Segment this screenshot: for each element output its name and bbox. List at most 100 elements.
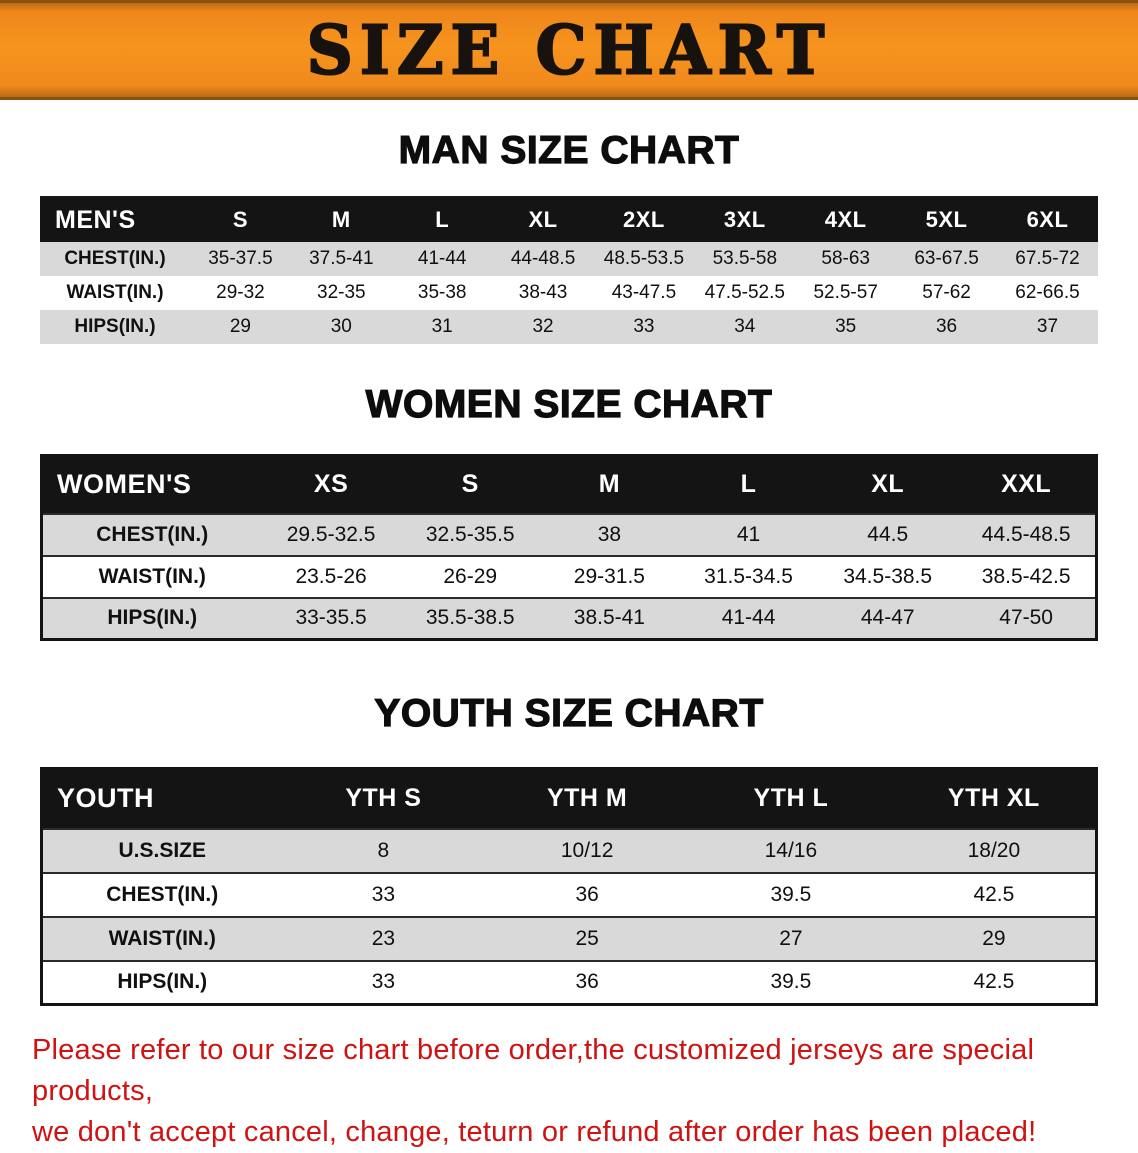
value-cell: 34.5-38.5 [843,564,933,588]
value-cell: 35 [835,316,857,337]
youth-header-cell: YTH XL [892,768,1097,829]
value-cell: 39.5 [770,970,812,994]
value-cell: 52.5-57 [813,282,878,303]
value-cell: 29-32 [216,282,265,303]
row-label-cell: HIPS(IN.) [74,316,156,337]
value-cell: 31 [431,316,453,337]
value-cell: 26-29 [443,564,498,588]
value-cell: 37.5-41 [309,248,374,269]
value-cell: 35.5-38.5 [425,606,515,630]
value-cell: 33 [371,882,396,906]
youth-header-cell: YTH L [689,768,893,829]
women-waist-row: WAIST(IN.) 23.5-26 26-29 29-31.5 31.5-34… [41,555,1097,598]
men-header-cell: 3XL [694,197,796,242]
size-chart-banner: SIZE CHART [0,0,1138,100]
men-header-cell: M [290,197,392,242]
value-cell: 35-37.5 [208,248,273,269]
value-cell: 44.5 [867,522,909,546]
row-label-cell: WAIST(IN.) [98,564,206,588]
men-table-header-row: MEN'S S M L XL 2XL 3XL 4XL 5XL 6XL [40,197,1098,242]
women-header-cell: WOMEN'S [41,455,262,514]
value-cell: 38.5-42.5 [981,564,1071,588]
youth-header-cell: YTH M [485,768,689,829]
value-cell: 44.5-48.5 [981,522,1071,546]
value-cell: 53.5-58 [712,248,778,269]
value-cell: 38.5-41 [573,606,645,630]
value-cell: 30 [330,316,352,337]
value-cell: 29 [982,926,1006,950]
value-cell: 58-63 [821,248,870,269]
value-cell: 32 [532,316,554,337]
value-cell: 27 [779,926,803,950]
value-cell: 29-31.5 [573,564,645,588]
men-waist-row: WAIST(IN.) 29-32 32-35 35-38 38-43 43-47… [40,276,1098,310]
men-size-chart-heading: MAN SIZE CHART [398,128,740,172]
disclaimer: Please refer to our size chart before or… [32,1030,1138,1153]
women-header-cell: M [539,455,679,514]
value-cell: 63-67.5 [914,248,979,269]
value-cell: 33 [633,316,655,337]
value-cell: 14/16 [764,838,818,862]
value-cell: 25 [575,926,599,950]
value-cell: 37 [1036,316,1059,337]
value-cell: 48.5-53.5 [603,248,685,269]
row-label-cell: HIPS(IN.) [107,606,198,630]
youth-ussize-row: U.S.SIZE 8 10/12 14/16 18/20 [41,828,1097,873]
value-cell: 34 [734,316,756,337]
youth-table-header-row: YOUTH YTH S YTH M YTH L YTH XL [41,768,1097,829]
value-cell: 36 [575,882,599,906]
youth-size-chart-heading: YOUTH SIZE CHART [374,691,764,735]
value-cell: 29.5-32.5 [286,522,376,546]
value-cell: 10/12 [560,838,614,862]
row-label-cell: CHEST(IN.) [64,248,166,269]
value-cell: 43-47.5 [611,282,677,303]
women-table-header-row: WOMEN'S XS S M L XL XXL [41,455,1097,514]
disclaimer-line-1: Please refer to our size chart before or… [32,1034,1035,1107]
value-cell: 44-47 [860,606,915,630]
men-chest-row: CHEST(IN.) 35-37.5 37.5-41 41-44 44-48.5… [40,242,1098,276]
women-size-table: WOMEN'S XS S M L XL XXL CHEST(IN.) 29.5-… [40,454,1098,641]
value-cell: 38 [597,522,622,546]
men-header-cell: 4XL [795,197,897,242]
value-cell: 38-43 [518,282,568,303]
women-header-cell: L [678,455,819,514]
youth-header-cell: YOUTH [41,768,282,829]
banner-title: SIZE CHART [306,9,832,91]
value-cell: 57-62 [922,282,971,303]
row-label-cell: HIPS(IN.) [117,970,208,994]
men-header-cell: S [190,197,291,242]
men-header-cell: 2XL [593,197,695,242]
youth-waist-row: WAIST(IN.) 23 25 27 29 [41,916,1097,961]
value-cell: 62-66.5 [1015,282,1080,303]
value-cell: 41 [736,522,761,546]
men-header-cell: 5XL [896,197,997,242]
value-cell: 67.5-72 [1015,248,1080,269]
row-label-cell: U.S.SIZE [118,838,207,862]
women-chest-row: CHEST(IN.) 29.5-32.5 32.5-35.5 38 41 44.… [41,513,1097,556]
value-cell: 23 [371,926,396,950]
value-cell: 18/20 [967,838,1021,862]
value-cell: 36 [575,970,599,994]
value-cell: 42.5 [973,970,1015,994]
value-cell: 44-48.5 [510,248,576,269]
men-header-cell: XL [492,197,594,242]
value-cell: 35-38 [417,282,467,303]
value-cell: 36 [935,316,958,337]
row-label-cell: CHEST(IN.) [106,882,219,906]
women-header-cell: XS [261,455,401,514]
youth-size-table: YOUTH YTH S YTH M YTH L YTH XL U.S.SIZE … [40,767,1098,1006]
value-cell: 31.5-34.5 [704,564,793,588]
value-cell: 41-44 [417,248,467,269]
value-cell: 23.5-26 [295,564,367,588]
value-cell: 41-44 [721,606,776,630]
youth-chest-row: CHEST(IN.) 33 36 39.5 42.5 [41,872,1097,917]
women-header-cell: S [400,455,540,514]
disclaimer-line-2: we don't accept cancel, change, teturn o… [32,1116,1037,1148]
youth-hips-row: HIPS(IN.) 33 36 39.5 42.5 [41,960,1097,1005]
row-label-cell: CHEST(IN.) [96,522,209,546]
women-header-cell: XXL [957,455,1097,514]
women-header-cell: XL [818,455,958,514]
value-cell: 33-35.5 [295,606,367,630]
men-size-table: MEN'S S M L XL 2XL 3XL 4XL 5XL 6XL CHEST… [40,196,1098,344]
